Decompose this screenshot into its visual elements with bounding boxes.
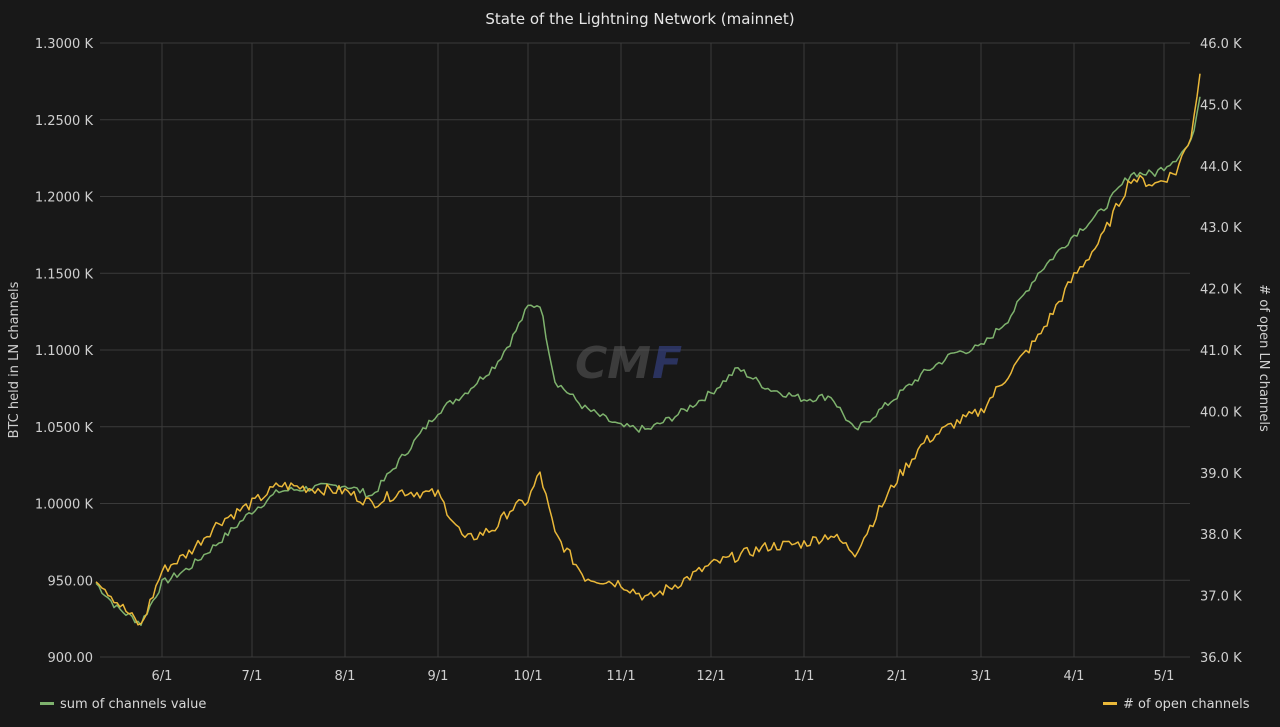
right-tick-label: 43.0 K [1200, 221, 1242, 236]
watermark: CM F [575, 338, 682, 389]
left-tick-label: 1.1500 K [35, 267, 94, 282]
right-tick-label: 39.0 K [1200, 467, 1242, 482]
legend-left[interactable]: sum of channels value [40, 697, 206, 712]
x-tick-label: 7/1 [242, 669, 263, 684]
left-axis-ticks: 900.00 950.00 1.0000 K 1.0500 K 1.1000 K 1.15… [35, 37, 94, 666]
x-tick-label: 2/1 [887, 669, 908, 684]
legend-label-channels: # of open channels [1123, 697, 1250, 712]
right-tick-label: 40.0 K [1200, 405, 1242, 420]
left-tick-label: 950.00 [48, 574, 94, 589]
x-tick-label: 12/1 [696, 669, 725, 684]
right-axis-ticks: 36.0 K 37.0 K 38.0 K 39.0 K 40.0 K 41.0 K 42.0… [1200, 37, 1242, 666]
x-tick-label: 11/1 [606, 669, 635, 684]
left-tick-label: 1.3000 K [35, 37, 94, 52]
x-axis-ticks: 6/1 7/1 8/1 9/1 10/1 11/1 12/1 1/1 2/1 3/1 4/1 5/1 [152, 669, 1175, 684]
x-tick-label: 8/1 [335, 669, 356, 684]
right-tick-label: 36.0 K [1200, 651, 1242, 666]
x-tick-label: 10/1 [513, 669, 542, 684]
gridlines [100, 42, 1190, 658]
right-axis-title: # of open LN channels [1256, 284, 1271, 432]
series-line-open-channels [95, 73, 1201, 626]
left-tick-label: 1.2500 K [35, 114, 94, 129]
legend-label-sum: sum of channels value [60, 697, 206, 712]
series-line-sum-of-channels [95, 96, 1201, 627]
right-tick-label: 46.0 K [1200, 37, 1242, 52]
legend-swatch-channels [1103, 702, 1117, 705]
x-tick-label: 5/1 [1154, 669, 1175, 684]
left-tick-label: 1.2000 K [35, 191, 94, 206]
left-tick-label: 900.00 [48, 651, 94, 666]
left-axis-title: BTC held in LN channels [7, 281, 22, 438]
watermark-text-1: CM [575, 338, 651, 389]
watermark-text-2: F [652, 338, 682, 389]
legend-right[interactable]: # of open channels [1103, 697, 1250, 712]
left-tick-label: 1.0500 K [35, 421, 94, 436]
x-tick-label: 4/1 [1064, 669, 1085, 684]
legend-swatch-sum [40, 702, 54, 705]
left-tick-label: 1.0000 K [35, 498, 94, 513]
right-tick-label: 37.0 K [1200, 590, 1242, 605]
series-lines [95, 73, 1201, 627]
x-tick-label: 1/1 [794, 669, 815, 684]
right-tick-label: 45.0 K [1200, 98, 1242, 113]
x-tick-label: 9/1 [428, 669, 449, 684]
left-tick-label: 1.1000 K [35, 344, 94, 359]
right-tick-label: 44.0 K [1200, 160, 1242, 175]
right-tick-label: 42.0 K [1200, 283, 1242, 298]
x-tick-label: 3/1 [971, 669, 992, 684]
right-tick-label: 38.0 K [1200, 528, 1242, 543]
x-tick-label: 6/1 [152, 669, 173, 684]
right-tick-label: 41.0 K [1200, 344, 1242, 359]
chart-title: State of the Lightning Network (mainnet) [485, 10, 794, 28]
